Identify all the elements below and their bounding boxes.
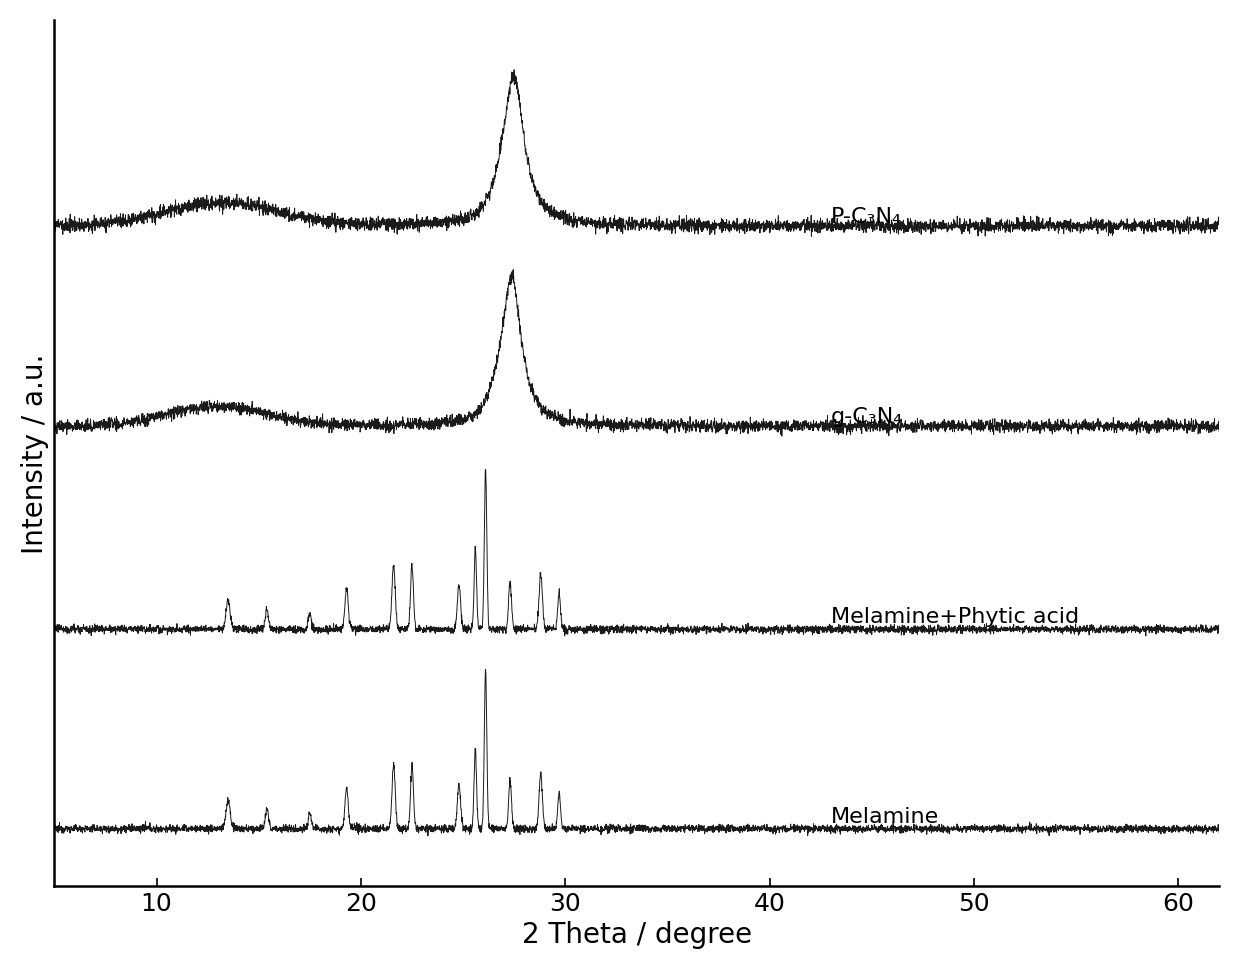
Text: Melamine+Phytic acid: Melamine+Phytic acid: [831, 607, 1079, 626]
X-axis label: 2 Theta / degree: 2 Theta / degree: [522, 921, 751, 949]
Text: g-C₃N₄: g-C₃N₄: [831, 407, 903, 426]
Text: Melamine: Melamine: [831, 806, 939, 826]
Text: P-C₃N₄: P-C₃N₄: [831, 207, 901, 227]
Y-axis label: Intensity / a.u.: Intensity / a.u.: [21, 354, 48, 553]
